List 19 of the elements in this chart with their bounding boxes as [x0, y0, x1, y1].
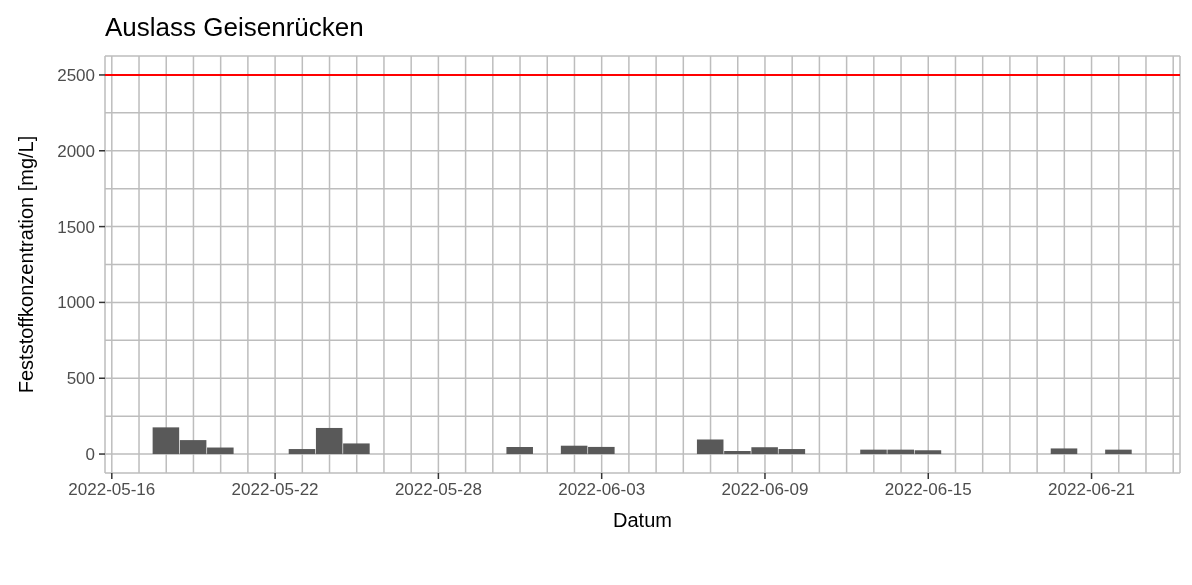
x-tick-label: 2022-05-28 — [394, 480, 482, 499]
x-tick-label: 2022-06-03 — [558, 480, 646, 499]
bar — [506, 446, 533, 455]
x-tick-label: 2022-05-16 — [68, 480, 156, 499]
x-tick-label: 2022-06-09 — [721, 480, 809, 499]
y-tick-label: 2000 — [57, 141, 95, 161]
x-tick-label: 2022-05-22 — [231, 480, 319, 499]
x-tick-label: 2022-06-21 — [1048, 480, 1136, 499]
bar — [1050, 448, 1078, 455]
y-tick-label: 1500 — [57, 217, 95, 237]
y-tick-label: 500 — [66, 369, 95, 389]
bar — [1105, 449, 1132, 455]
y-tick-label: 2500 — [57, 65, 95, 85]
chart-title: Auslass Geisenrücken — [105, 12, 364, 43]
y-axis-title: Feststoffkonzentration [mg/L] — [15, 135, 37, 394]
y-tick-label: 0 — [85, 445, 95, 465]
x-tick-label: 2022-06-15 — [884, 480, 972, 499]
y-tick-label: 1000 — [57, 293, 95, 313]
x-axis-title: Datum — [613, 509, 672, 531]
